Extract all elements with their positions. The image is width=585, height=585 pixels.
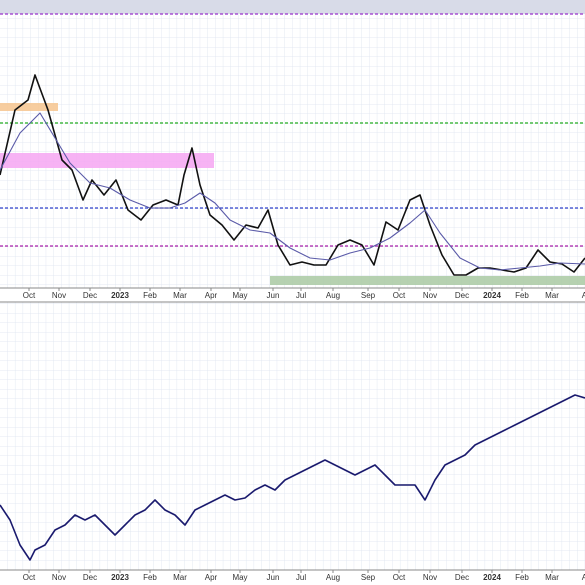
x-tick-label: Nov	[52, 291, 66, 300]
x-tick-label: Oct	[23, 573, 36, 582]
x-tick-label: Jul	[296, 291, 306, 300]
zone	[0, 103, 58, 111]
x-tick-label: Dec	[455, 291, 469, 300]
x-tick-label: Feb	[515, 573, 529, 582]
x-tick-label: Apr	[205, 291, 218, 300]
series-line	[0, 394, 585, 561]
zone	[0, 153, 214, 168]
x-tick-label: Apr	[582, 573, 585, 582]
x-tick-label: Feb	[143, 573, 157, 582]
x-tick-label: Sep	[361, 573, 376, 582]
x-tick-label: Oct	[393, 573, 406, 582]
x-tick-label: Jun	[267, 291, 280, 300]
x-tick-label: Aug	[326, 573, 340, 582]
x-tick-label: Apr	[205, 573, 218, 582]
zone	[270, 276, 585, 285]
x-tick-label: 2023	[111, 291, 129, 300]
x-tick-label: Nov	[52, 573, 66, 582]
x-tick-label: Jun	[267, 573, 280, 582]
header-strip	[0, 0, 585, 14]
x-tick-label: Feb	[143, 291, 157, 300]
x-tick-label: Nov	[423, 291, 437, 300]
x-tick-label: Aug	[326, 291, 340, 300]
x-tick-label: Mar	[545, 573, 559, 582]
x-tick-label: Apr	[582, 291, 585, 300]
x-tick-label: Jul	[296, 573, 306, 582]
x-tick-label: Nov	[423, 573, 437, 582]
x-tick-label: 2024	[483, 573, 501, 582]
x-tick-label: Feb	[515, 291, 529, 300]
top-panel	[0, 14, 585, 288]
x-tick-label: May	[232, 291, 247, 300]
x-tick-label: Mar	[173, 291, 187, 300]
series-line	[0, 112, 585, 271]
bottom-panel	[0, 302, 585, 570]
x-tick-label: Dec	[83, 573, 97, 582]
x-tick-label: Dec	[83, 291, 97, 300]
x-tick-label: Oct	[393, 291, 406, 300]
x-tick-label: Mar	[173, 573, 187, 582]
x-tick-label: 2023	[111, 573, 129, 582]
x-tick-label: Sep	[361, 291, 376, 300]
x-tick-label: Mar	[545, 291, 559, 300]
x-tick-label: Oct	[23, 291, 36, 300]
x-tick-label: Dec	[455, 573, 469, 582]
x-tick-label: May	[232, 573, 247, 582]
x-tick-label: 2024	[483, 291, 501, 300]
